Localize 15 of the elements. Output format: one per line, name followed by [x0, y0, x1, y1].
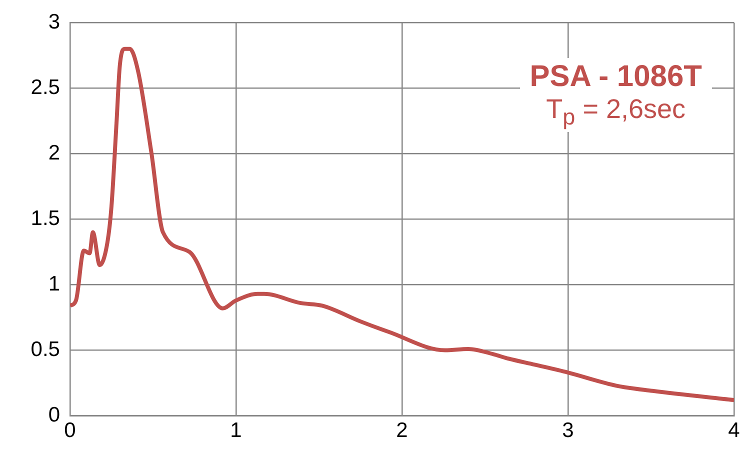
y-tick-label: 3 [48, 10, 60, 34]
line-series [70, 46, 734, 402]
y-tick-label: 0.5 [30, 338, 60, 362]
x-tick-label: 1 [230, 419, 242, 442]
x-tick-label: 3 [562, 419, 574, 442]
x-tick-label: 4 [728, 419, 740, 442]
text: T$_{p}$ = 2,6sec [545, 94, 687, 130]
x-tick-label: 0 [64, 419, 76, 442]
y-tick-label: 0 [48, 404, 60, 427]
y-tick-label: 1 [48, 272, 60, 296]
y-tick-label: 1.5 [30, 206, 60, 230]
y-tick-label: 2 [48, 141, 60, 164]
text: PSA - 1086T [530, 60, 702, 94]
x-tick-label: 2 [396, 419, 408, 442]
y-tick-label: 2.5 [30, 76, 60, 99]
